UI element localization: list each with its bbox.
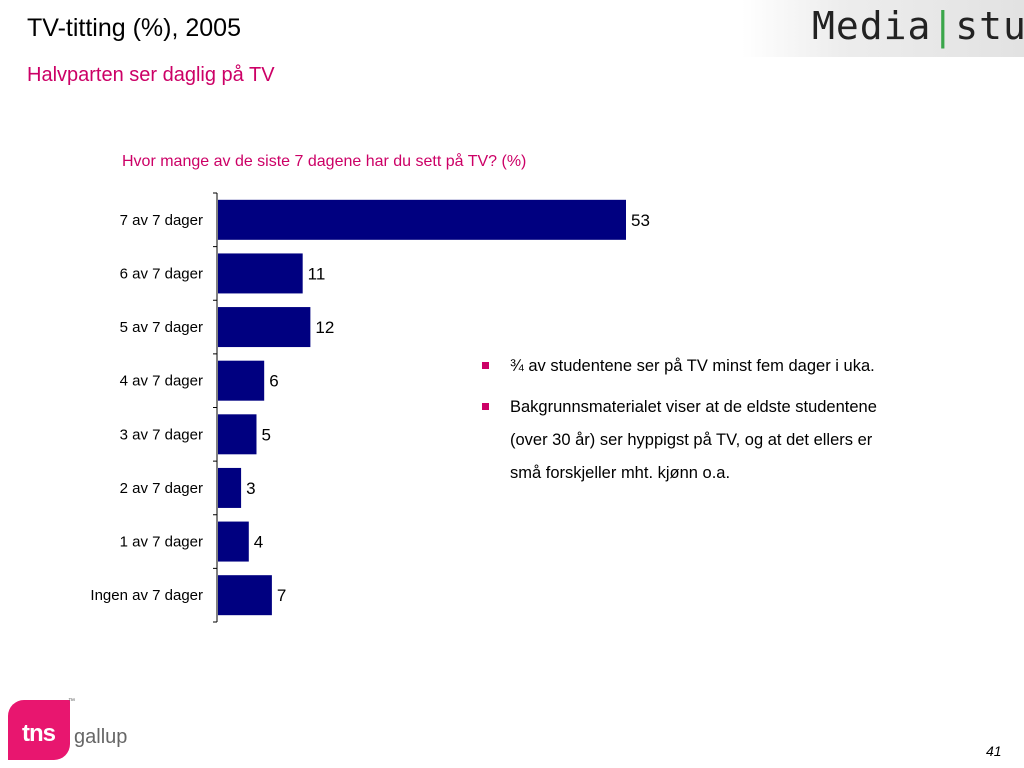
value-label: 53	[631, 211, 650, 230]
tns-logo-box: tns	[8, 700, 70, 760]
bullet-square-icon	[482, 403, 489, 410]
bullet-item: ¾ av studentene ser på TV minst fem dage…	[480, 350, 900, 383]
gallup-logo-word: gallup	[74, 726, 128, 748]
value-label: 7	[277, 586, 286, 605]
value-label: 11	[308, 264, 326, 283]
category-label: Ingen av 7 dager	[90, 587, 203, 604]
category-label: 1 av 7 dager	[120, 534, 203, 551]
value-label: 6	[269, 372, 278, 391]
bar	[218, 521, 249, 562]
page-title: TV-titting (%), 2005	[27, 14, 241, 42]
mediastud-logo: Media|stud	[742, 0, 1024, 57]
bullet-list: ¾ av studentene ser på TV minst fem dage…	[480, 350, 900, 498]
value-label: 12	[315, 318, 334, 337]
bar	[218, 253, 303, 294]
bar	[218, 414, 257, 455]
chart-title: Hvor mange av de siste 7 dagene har du s…	[122, 153, 527, 170]
tns-gallup-logo: tns ™ gallup	[8, 698, 128, 760]
logo-right-word: stud	[955, 4, 1024, 48]
page-number: 41	[986, 743, 1002, 759]
trademark-mark: ™	[68, 698, 75, 705]
bullet-text: ¾ av studentene ser på TV minst fem dage…	[510, 357, 875, 375]
value-label: 3	[246, 479, 255, 498]
bar	[218, 307, 311, 348]
category-label: 2 av 7 dager	[120, 480, 203, 497]
bar	[218, 199, 626, 240]
bullet-text: Bakgrunnsmaterialet viser at de eldste s…	[510, 398, 877, 482]
category-label: 7 av 7 dager	[120, 212, 203, 229]
bar	[218, 467, 242, 508]
category-label: 6 av 7 dager	[120, 265, 203, 282]
logo-left-word: Media	[812, 4, 932, 48]
bullet-item: Bakgrunnsmaterialet viser at de eldste s…	[480, 391, 900, 490]
page-subtitle: Halvparten ser daglig på TV	[27, 64, 275, 86]
bar	[218, 575, 272, 616]
bullet-square-icon	[482, 362, 489, 369]
category-label: 4 av 7 dager	[120, 373, 203, 390]
category-label: 5 av 7 dager	[120, 319, 203, 336]
value-label: 5	[261, 425, 270, 444]
logo-divider: |	[931, 4, 956, 48]
category-label: 3 av 7 dager	[120, 426, 203, 443]
mediastud-logo-text: Media|stud	[812, 4, 1024, 48]
value-label: 4	[254, 533, 263, 552]
tns-logo-word: tns	[22, 720, 56, 747]
bar	[218, 360, 265, 401]
